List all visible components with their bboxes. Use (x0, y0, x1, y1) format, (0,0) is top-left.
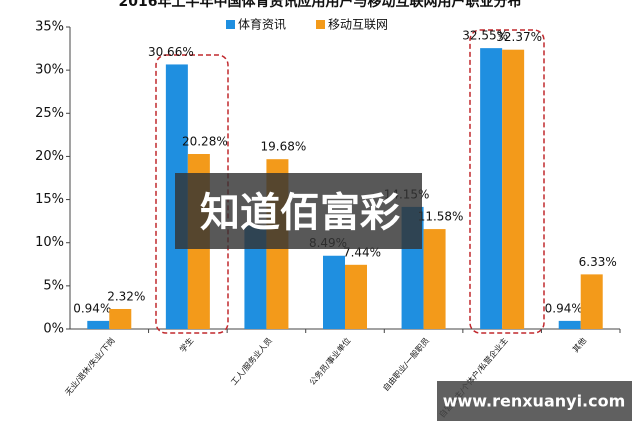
value-label: 19.68% (261, 140, 307, 154)
bar (480, 48, 503, 329)
bar (502, 49, 525, 329)
bar (87, 320, 110, 329)
bar (423, 229, 446, 329)
legend-label: 体育资讯 (238, 17, 286, 32)
x-tick-label: 学生 (177, 335, 195, 354)
y-tick-label: 5% (43, 278, 64, 293)
y-tick-label: 20% (35, 149, 64, 164)
value-label: 20.28% (182, 135, 228, 149)
bar (558, 320, 581, 329)
bar (244, 225, 267, 329)
x-tick-label: 工人/服务业人员 (228, 335, 273, 386)
watermark-text: www.renxuanyi.com (443, 392, 626, 411)
bar (580, 274, 603, 329)
chart-title: 2016年上半年中国体育资讯应用用户与移动互联网用户职业分布 (119, 0, 522, 10)
value-label: 2.32% (107, 289, 145, 303)
highlight-box (469, 29, 545, 334)
bar (109, 308, 132, 329)
value-label: 0.94% (73, 301, 111, 315)
y-tick-label: 10% (35, 235, 64, 250)
legend-label: 移动互联网 (328, 18, 388, 32)
x-tick-label: 其他 (570, 335, 588, 354)
legend-swatch (226, 20, 235, 29)
value-label: 32.55% (462, 29, 508, 43)
y-tick-label: 0% (43, 322, 64, 337)
x-tick-label: 自由职业/一般职员 (380, 335, 431, 393)
y-tick-label: 35% (35, 20, 64, 35)
value-label: 30.66% (148, 45, 194, 59)
bar (345, 264, 367, 329)
watermark-box (437, 381, 632, 421)
y-tick-label: 25% (35, 106, 64, 121)
legend-swatch (316, 20, 325, 29)
value-label: 6.33% (579, 255, 617, 269)
overlay-box (175, 173, 422, 249)
overlay-text: 知道佰富彩 (200, 190, 400, 236)
value-label: 32.37% (496, 30, 542, 44)
bar (323, 255, 345, 329)
value-label: 0.94% (545, 301, 583, 315)
value-label: 11.58% (418, 210, 464, 224)
x-tick-label: 无业/退休/失业/下岗 (63, 335, 117, 397)
y-tick-label: 15% (35, 192, 64, 207)
y-tick-label: 30% (35, 63, 64, 78)
x-tick-label: 公务员/事业单位 (307, 335, 352, 386)
